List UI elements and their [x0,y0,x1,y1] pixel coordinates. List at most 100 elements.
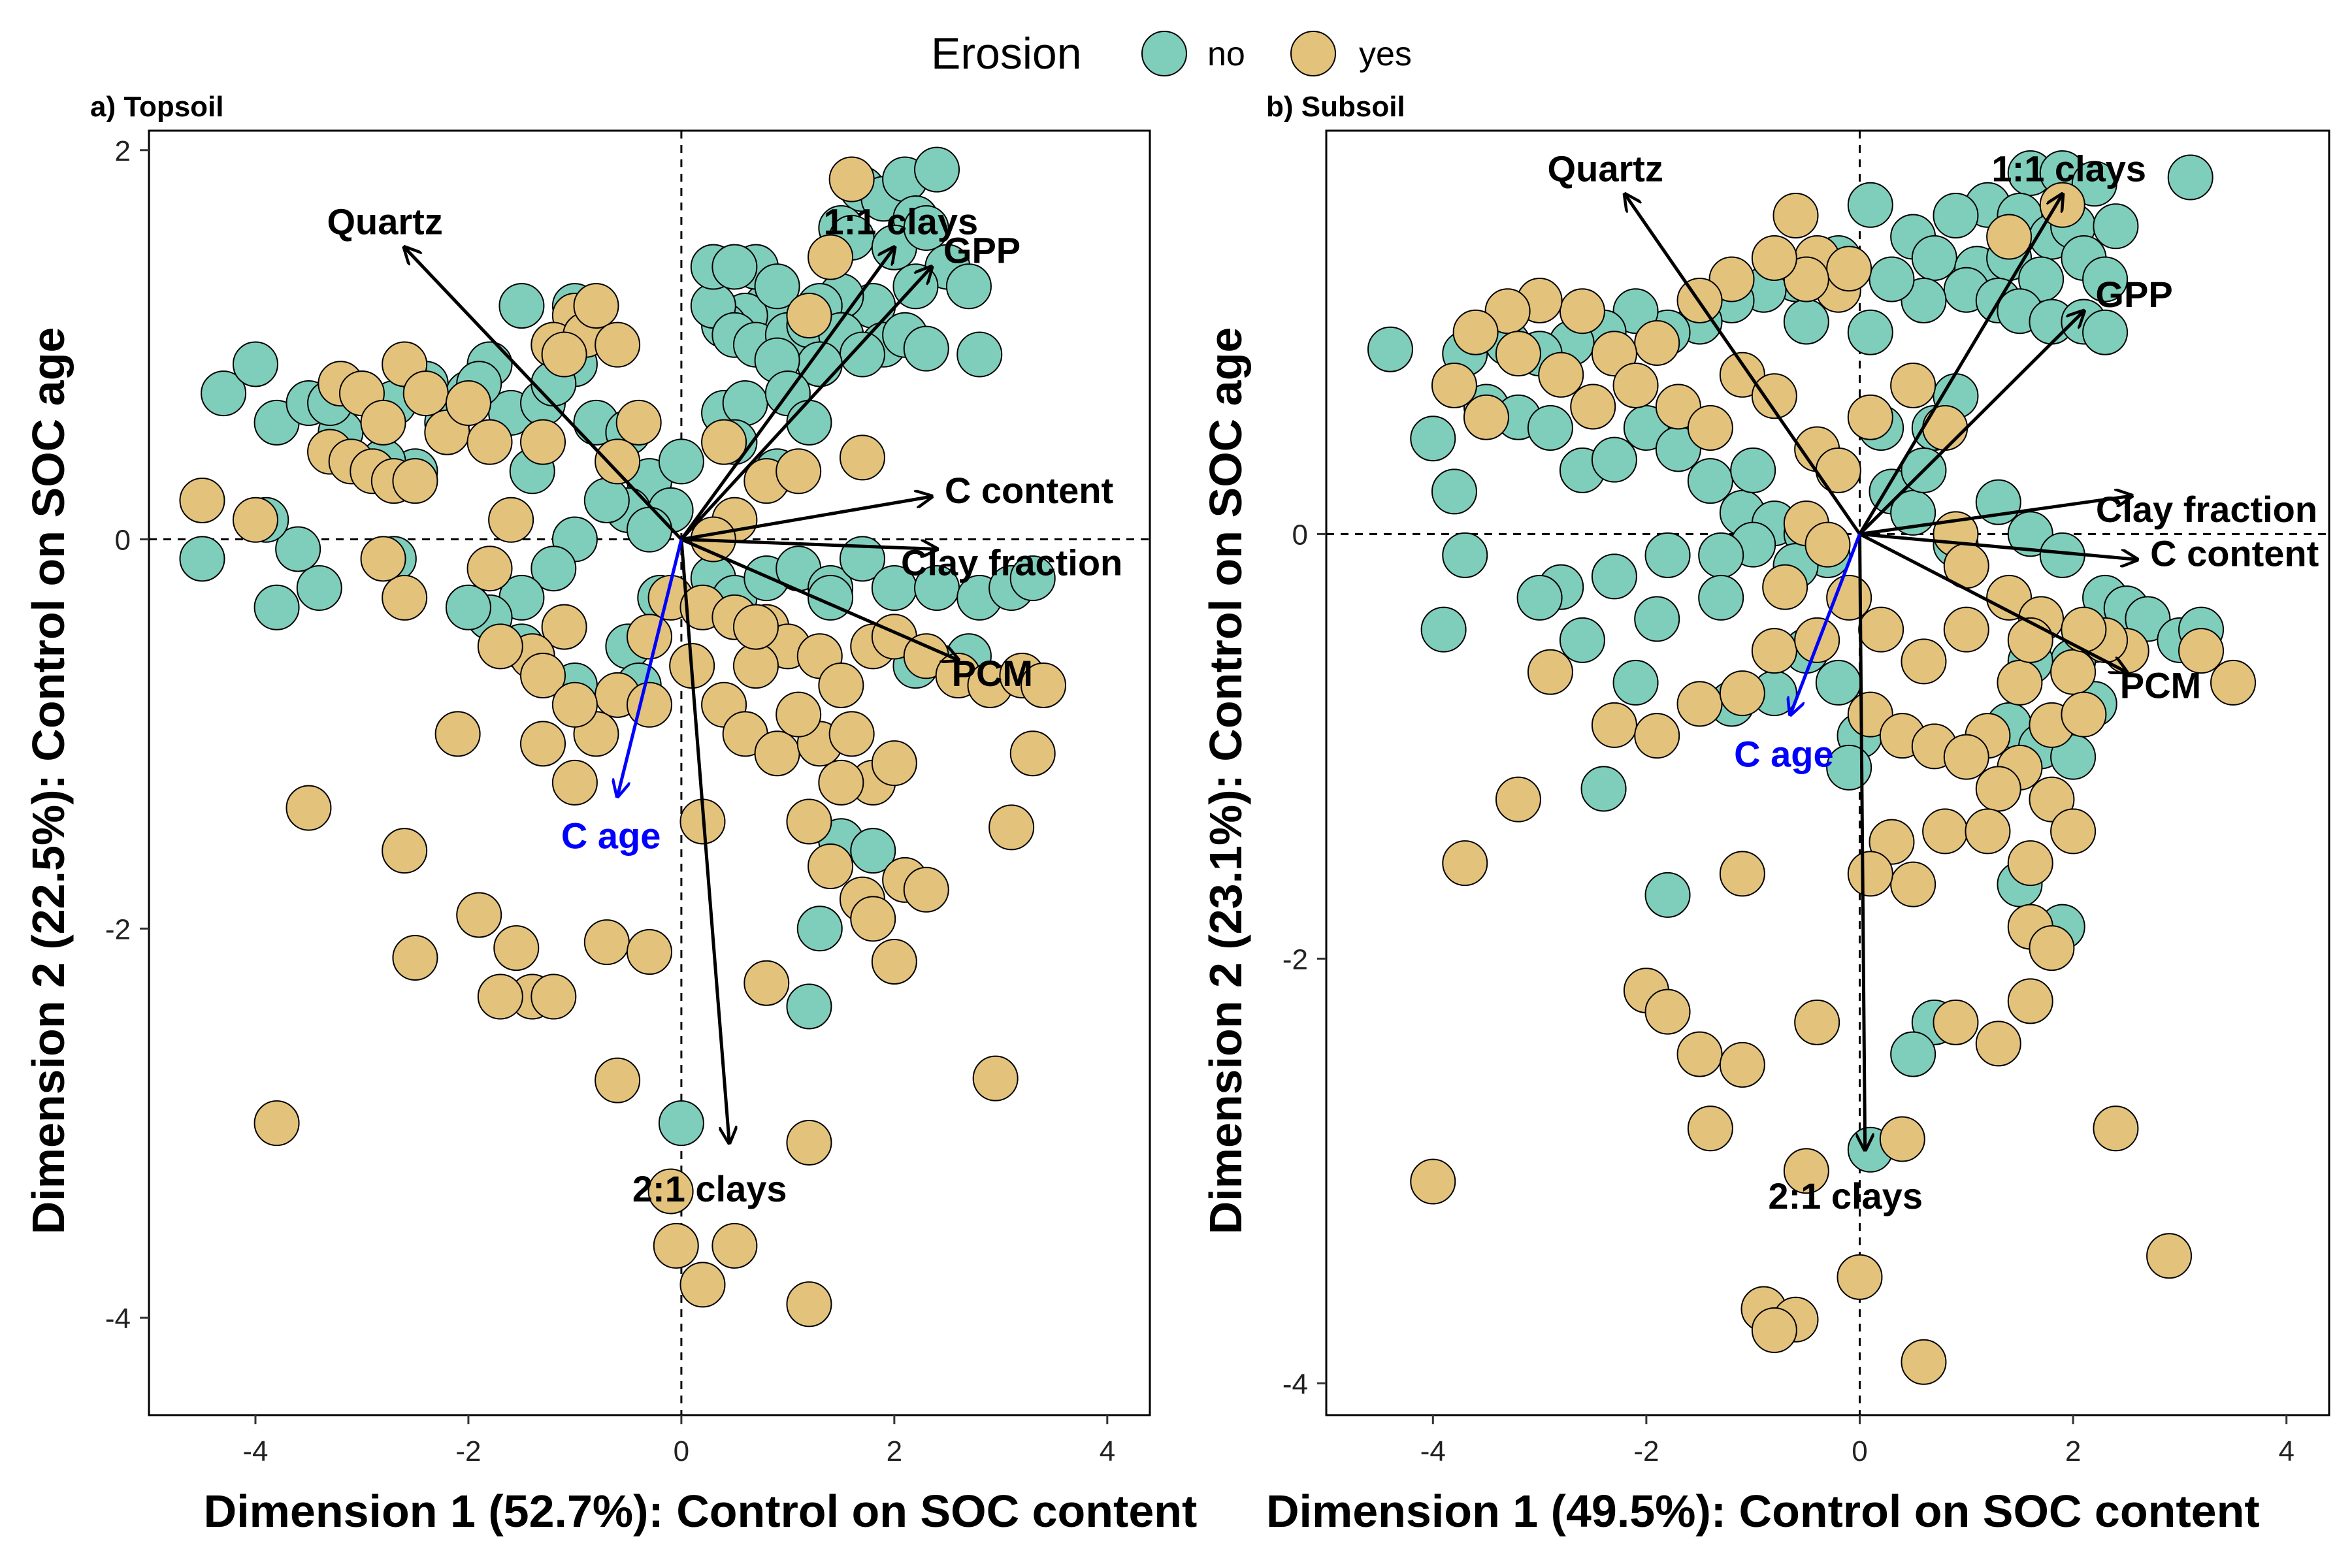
data-point-no [2071,161,2117,207]
data-point-yes [520,721,566,767]
data-point-yes [988,804,1035,851]
data-point-yes [653,1222,699,1269]
y-axis-title: Dimension 2 (23.1%): Control on SOC age [1200,327,1251,1235]
data-point-no [1591,553,1637,600]
vector-label: Quartz [1548,148,1663,189]
data-point-yes [520,419,566,465]
data-point-yes [1495,331,1541,377]
data-point-no [498,283,545,329]
data-point-yes [541,604,587,650]
plot-frame [1325,129,2330,1416]
loading-vector [617,538,683,796]
data-point-no [945,263,992,310]
vector-label: C age [1734,734,1834,775]
loading-vector [680,267,932,541]
data-point-yes [1794,617,1840,663]
data-point-no [1783,299,1829,345]
data-point-no [914,146,960,193]
y-axis-title: Dimension 2 (22.5%): Control on SOC age [23,327,74,1235]
data-point-yes [1772,192,1819,238]
loading-vector [681,497,932,542]
legend-swatch-no [1141,31,1187,76]
vector-label: Clay fraction [901,542,1122,583]
data-point-no [253,584,300,630]
data-point-yes [286,785,332,831]
data-point-yes [1719,670,1765,717]
data-point-yes [701,419,747,465]
data-point-yes [392,458,438,504]
data-point-yes [456,892,502,938]
data-point-yes [818,662,864,708]
data-point-yes [1634,713,1680,759]
vector-label: C age [561,815,661,857]
data-point-no [1623,404,1669,451]
data-point-yes [903,866,949,913]
vector-label: PCM [952,653,1033,694]
data-point-no [786,983,832,1030]
data-point-yes [1805,521,1851,568]
legend-title: Erosion [931,29,1082,78]
data-point-no [796,906,843,952]
loading-vector [1858,311,2083,536]
data-point-no [722,380,768,427]
data-point-no [201,370,247,417]
data-point-no [1901,277,1947,323]
data-point-no [531,546,577,592]
data-point-yes [2050,808,2097,855]
vector-label: 2:1 clays [632,1168,787,1209]
data-point-no [2018,256,2065,302]
data-point-yes [786,1119,832,1166]
data-point-yes [1719,851,1765,897]
data-point-yes [1901,638,1947,685]
data-point-yes [2178,628,2225,674]
data-point-yes [1021,662,1067,708]
data-point-yes [2050,649,2097,695]
data-point-no [1644,532,1691,578]
data-point-yes [445,380,491,427]
data-point-yes [1538,351,1584,398]
data-point-yes [1762,564,1808,610]
data-point-yes [1484,288,1531,335]
y-tick-label: 0 [1292,519,1308,551]
vector-label: C content [2150,532,2319,574]
data-point-yes [754,730,800,777]
data-point-no [445,584,491,630]
data-point-yes [1890,861,1936,907]
data-point-yes [1527,649,1573,695]
data-point-yes [1943,734,1989,780]
data-point-no [956,331,1003,378]
data-point-yes [732,604,779,650]
y-tick-label: -2 [1282,943,1308,975]
data-point-yes [382,828,428,874]
data-point-yes [1986,214,2033,260]
data-point-yes [1719,351,1765,398]
data-point-yes [871,938,917,985]
data-point-yes [818,759,864,806]
data-point-no [1687,458,1733,504]
x-tick-label: 2 [887,1435,902,1467]
data-point-yes [573,283,619,329]
data-point-yes [1922,404,1968,451]
data-point-yes [786,798,832,845]
vector-label: GPP [2095,274,2172,315]
data-point-no [1527,404,1573,451]
x-axis-title: Dimension 1 (49.5%): Control on SOC cont… [1266,1486,2260,1537]
vector-label: Quartz [327,201,442,242]
data-point-yes [1858,606,1904,653]
loading-vector [1859,532,2126,672]
data-point-yes [786,292,832,338]
data-point-yes [1655,384,1701,430]
data-point-no [658,1100,704,1147]
data-point-yes [1687,404,1733,451]
data-point-no [2125,596,2171,642]
data-point-yes [1943,606,1989,653]
data-point-yes [402,370,449,417]
data-point-yes [1591,331,1637,377]
data-point-no [627,506,672,553]
data-point-no [1591,436,1637,483]
data-point-yes [615,399,662,446]
panel-topsoil: a) Topsoil Dimension 1 (52.7%): Control … [23,91,1197,1537]
data-point-yes [1495,776,1541,823]
data-point-yes [179,477,225,523]
data-point-yes [2093,1105,2139,1152]
